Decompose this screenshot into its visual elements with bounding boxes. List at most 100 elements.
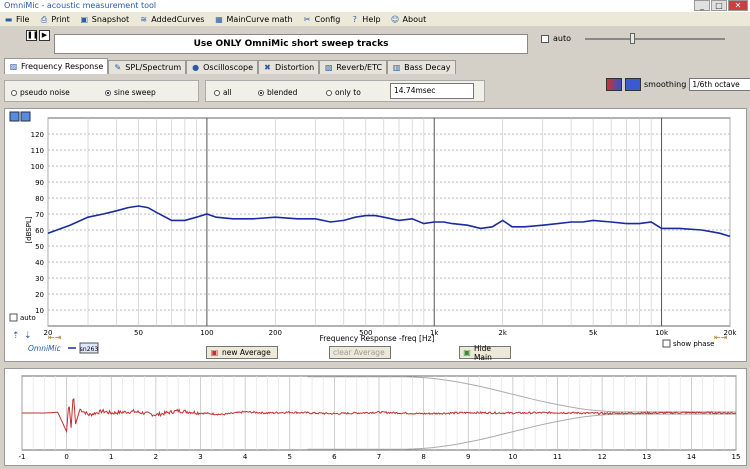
ir-x-tick-label: 7 — [377, 453, 381, 461]
blended-radio[interactable]: blended — [258, 88, 297, 97]
auto-scale-checkbox[interactable] — [9, 313, 18, 322]
menu-file[interactable]: ▬ File — [4, 15, 30, 24]
checkbox-icon[interactable] — [541, 34, 549, 43]
top-auto-label: auto — [553, 34, 572, 43]
pseudo-noise-label: pseudo noise — [20, 88, 70, 97]
y-scroll-down-icon[interactable]: ⇣ — [24, 331, 32, 341]
radio-on-icon[interactable] — [258, 89, 264, 96]
top-auto-checkbox[interactable]: auto — [541, 34, 571, 43]
clear-average-label: clear Average — [333, 348, 385, 357]
only-to-radio[interactable]: only to — [326, 88, 361, 97]
level-slider-track[interactable] — [585, 38, 725, 40]
tab-bar: ▨ Frequency Response ✎ SPL/Spectrum ● Oscillo… — [4, 58, 456, 74]
menu-label: MainCurve math — [226, 14, 293, 24]
ir-x-tick-label: 1 — [109, 453, 113, 461]
zoom-out-icon[interactable] — [20, 111, 31, 122]
about-icon: ☺ — [390, 14, 400, 24]
device-label: OmniMic — [28, 344, 62, 353]
zoom-in-icon[interactable] — [9, 111, 20, 122]
new-average-button[interactable]: ▣ new Average — [206, 346, 278, 359]
sine-sweep-radio[interactable]: sine sweep — [105, 88, 156, 97]
device-badge[interactable] — [79, 342, 99, 354]
maximize-button[interactable]: □ — [711, 0, 727, 11]
hide-main-label: Hide Main — [473, 343, 492, 362]
hide-main-icon: ▣ — [463, 348, 471, 357]
tab-frequency-response[interactable]: ▨ Frequency Response — [4, 58, 109, 74]
fr-x-tick-label: 20 — [44, 329, 53, 337]
tab-distortion[interactable]: ✖ Distortion — [258, 60, 320, 74]
printer-icon: ⎙ — [40, 14, 48, 24]
menu-bar: ▬ File ⎙ Print ▣ Snapshot ≋ AddedCurves ▦ MainCur… — [0, 12, 750, 26]
fr-y-tick-label: 90 — [35, 179, 44, 187]
fr-series-line — [47, 205, 731, 238]
ir-x-tick-label: 8 — [421, 453, 425, 461]
menu-label: Print — [51, 14, 70, 24]
x-scroll-right-icon[interactable]: ⇤⇥ — [714, 333, 728, 342]
ir-envelope-bottom — [307, 413, 736, 450]
minimize-button[interactable]: _ — [694, 0, 710, 11]
radio-off-icon[interactable] — [326, 89, 332, 96]
ir-x-tick-label: 14 — [687, 453, 696, 461]
play-icon[interactable]: ▶ — [39, 30, 50, 41]
fr-x-tick-label: 5k — [589, 329, 598, 337]
blended-label: blended — [267, 88, 298, 97]
tab-bass-decay[interactable]: ▥ Bass Decay — [387, 60, 456, 74]
tab-label: Frequency Response — [21, 62, 104, 71]
menu-print[interactable]: ⎙ Print — [39, 14, 70, 24]
fr-x-tick-label: 2k — [498, 329, 507, 337]
y-scroll-up-icon[interactable]: ⇡ — [12, 331, 20, 341]
x-scroll-left-icon[interactable]: ⇤⇥ — [48, 333, 62, 342]
radio-off-icon[interactable] — [214, 89, 220, 96]
radio-on-icon[interactable] — [105, 89, 111, 96]
level-slider-thumb[interactable] — [630, 33, 635, 44]
menu-label: About — [402, 14, 427, 24]
only-to-label: only to — [335, 88, 361, 97]
clear-average-button[interactable]: clear Average — [329, 346, 391, 359]
banner-message: Use ONLY OmniMic short sweep tracks — [54, 34, 528, 54]
fr-x-tick-label: 10k — [655, 329, 669, 337]
menu-addedcurves[interactable]: ≋ AddedCurves — [139, 15, 204, 24]
window-title: OmniMic - acoustic measurement tool — [4, 1, 157, 10]
camera-icon: ▣ — [80, 14, 89, 24]
tab-oscilloscope[interactable]: ● Oscilloscope — [186, 60, 259, 74]
smoothing-control: smoothing 1/6th octave — [606, 78, 750, 91]
tab-label: SPL/Spectrum — [125, 63, 182, 72]
curve-style-icon[interactable] — [625, 78, 641, 91]
fr-y-tick-label: 50 — [35, 243, 44, 251]
hide-main-button[interactable]: ▣ Hide Main — [459, 343, 511, 362]
fr-y-tick-label: 70 — [35, 211, 44, 219]
close-button[interactable]: ✕ — [728, 0, 748, 11]
fr-y-tick-label: 40 — [35, 259, 44, 267]
curve-color-icon[interactable] — [606, 78, 622, 91]
tools-icon: ✂ — [303, 14, 311, 24]
ir-x-tick-label: 11 — [553, 453, 562, 461]
auto-scale-label: auto — [20, 314, 36, 322]
pseudo-noise-radio[interactable]: pseudo noise — [11, 88, 70, 97]
menu-help[interactable]: ? Help — [350, 14, 381, 24]
impulse-response-chart: -1 0 1 2 3 4 5 6 7 8 9 10 11 12 13 14 15 — [19, 375, 740, 461]
menu-snapshot[interactable]: ▣ Snapshot — [80, 14, 130, 24]
all-radio[interactable]: all — [214, 88, 232, 97]
ir-x-tick-label: 9 — [466, 453, 470, 461]
menu-config[interactable]: ✂ Config — [303, 15, 341, 24]
show-phase-checkbox[interactable] — [662, 339, 671, 348]
tab-label: Oscilloscope — [203, 63, 254, 72]
smoothing-select[interactable]: 1/6th octave — [689, 78, 750, 91]
msec-input[interactable]: 14.74msec — [390, 83, 474, 99]
menu-about[interactable]: ☺ About — [390, 14, 427, 24]
tab-label: Reverb/ETC — [336, 63, 383, 72]
tab-reverb-etc[interactable]: ▧ Reverb/ETC — [319, 60, 388, 74]
menu-maincurve-math[interactable]: ▦ MainCurve math — [214, 15, 292, 24]
ir-x-tick-label: 2 — [154, 453, 158, 461]
zoom-buttons[interactable] — [9, 111, 31, 122]
ir-x-tick-label: 10 — [508, 453, 517, 461]
fr-grid — [47, 117, 731, 327]
fr-y-tick-label: 120 — [31, 131, 44, 139]
curves-icon: ≋ — [140, 14, 148, 24]
help-icon: ? — [352, 14, 357, 24]
ir-x-tick-label: 5 — [288, 453, 292, 461]
radio-off-icon[interactable] — [11, 89, 17, 96]
pause-icon[interactable]: ❚❚ — [26, 30, 39, 41]
fr-x-tick-label: 500 — [359, 329, 372, 337]
tab-spl-spectrum[interactable]: ✎ SPL/Spectrum — [108, 60, 187, 74]
